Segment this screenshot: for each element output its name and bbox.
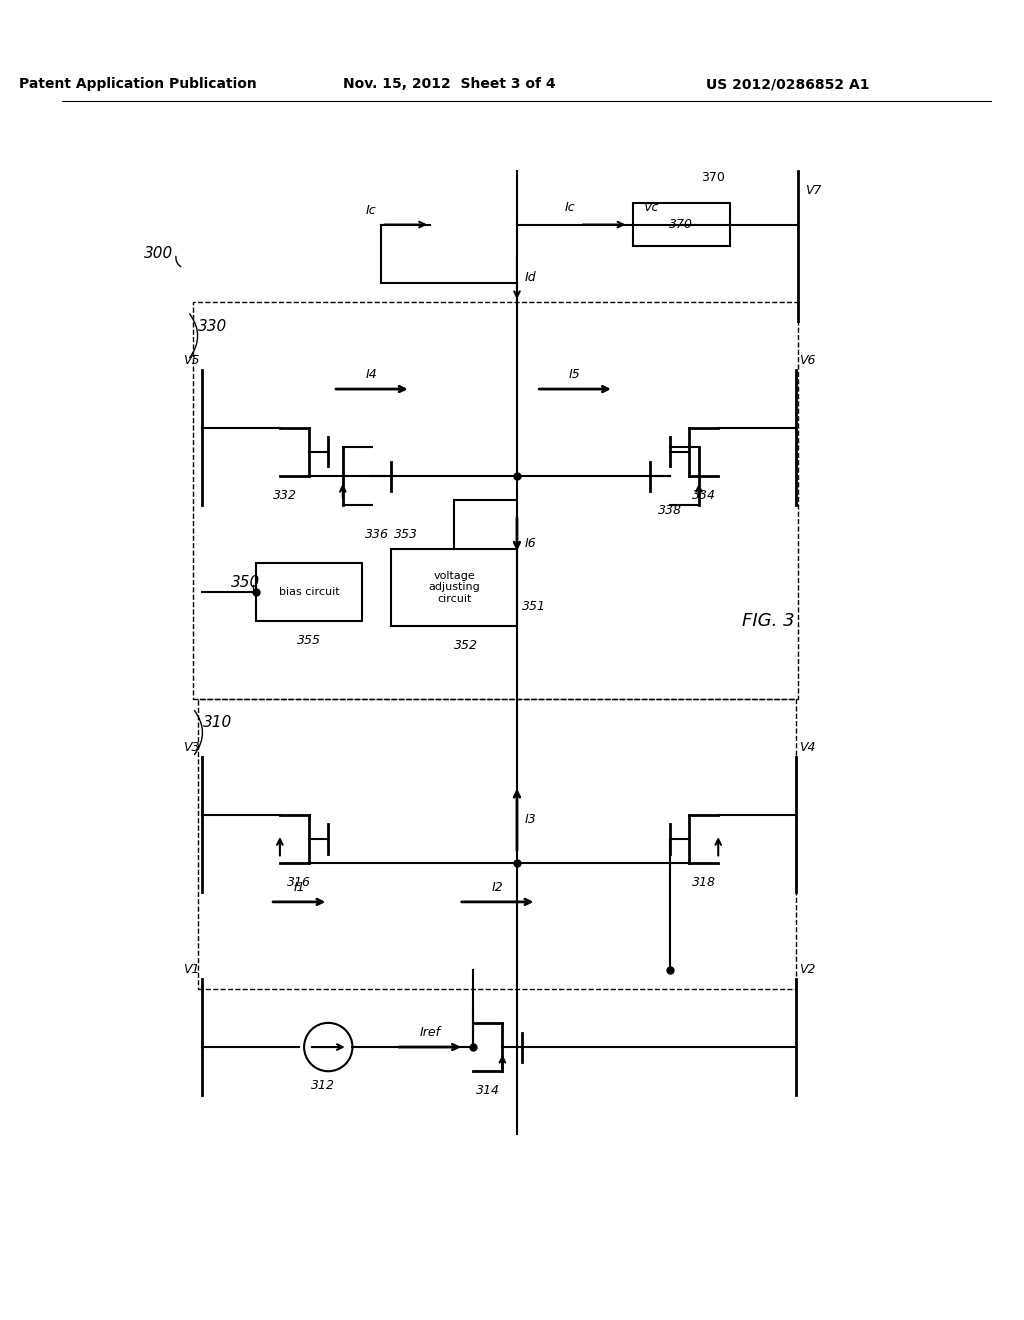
Text: 350: 350	[231, 576, 261, 590]
Bar	[633, 203, 730, 246]
Text: 312: 312	[311, 1080, 336, 1092]
Text: Id: Id	[524, 272, 537, 284]
Text: 338: 338	[657, 503, 682, 516]
Text: Iref: Iref	[420, 1026, 440, 1039]
Text: 316: 316	[288, 876, 311, 890]
Text: I4: I4	[366, 368, 378, 381]
Text: I6: I6	[524, 537, 537, 550]
Text: 332: 332	[272, 488, 297, 502]
Text: Ic: Ic	[366, 203, 377, 216]
Bar	[391, 549, 517, 626]
Text: Nov. 15, 2012  Sheet 3 of 4: Nov. 15, 2012 Sheet 3 of 4	[343, 78, 556, 91]
Text: 300: 300	[144, 246, 174, 261]
Text: 336: 336	[365, 528, 389, 541]
Text: V3: V3	[182, 741, 199, 754]
Text: V2: V2	[799, 964, 815, 975]
Text: Ic: Ic	[564, 201, 575, 214]
Text: 353: 353	[393, 528, 418, 541]
Text: bias circuit: bias circuit	[279, 587, 339, 597]
Text: 370: 370	[670, 218, 693, 231]
Text: I3: I3	[524, 813, 537, 826]
Text: V4: V4	[799, 741, 815, 754]
Text: US 2012/0286852 A1: US 2012/0286852 A1	[707, 78, 869, 91]
Text: I2: I2	[492, 880, 504, 894]
Text: I5: I5	[569, 368, 581, 381]
Bar	[256, 564, 362, 622]
Text: 355: 355	[297, 634, 321, 647]
Text: 370: 370	[700, 172, 725, 183]
Bar	[193, 302, 798, 698]
Text: Patent Application Publication: Patent Application Publication	[18, 78, 257, 91]
Text: I1: I1	[294, 880, 305, 894]
Text: V1: V1	[182, 964, 199, 975]
Text: V5: V5	[182, 354, 199, 367]
Text: voltage
adjusting
circuit: voltage adjusting circuit	[428, 570, 480, 605]
Text: Vc: Vc	[643, 201, 658, 214]
Text: 310: 310	[203, 715, 231, 730]
Text: 351: 351	[522, 601, 546, 614]
Text: FIG. 3: FIG. 3	[742, 612, 795, 630]
Text: 330: 330	[198, 318, 227, 334]
Text: 314: 314	[476, 1084, 500, 1097]
Text: 334: 334	[692, 488, 716, 502]
Text: 318: 318	[692, 876, 716, 890]
Text: V6: V6	[799, 354, 815, 367]
Text: V7: V7	[805, 185, 822, 197]
Text: 352: 352	[454, 639, 478, 652]
Bar	[198, 698, 796, 989]
